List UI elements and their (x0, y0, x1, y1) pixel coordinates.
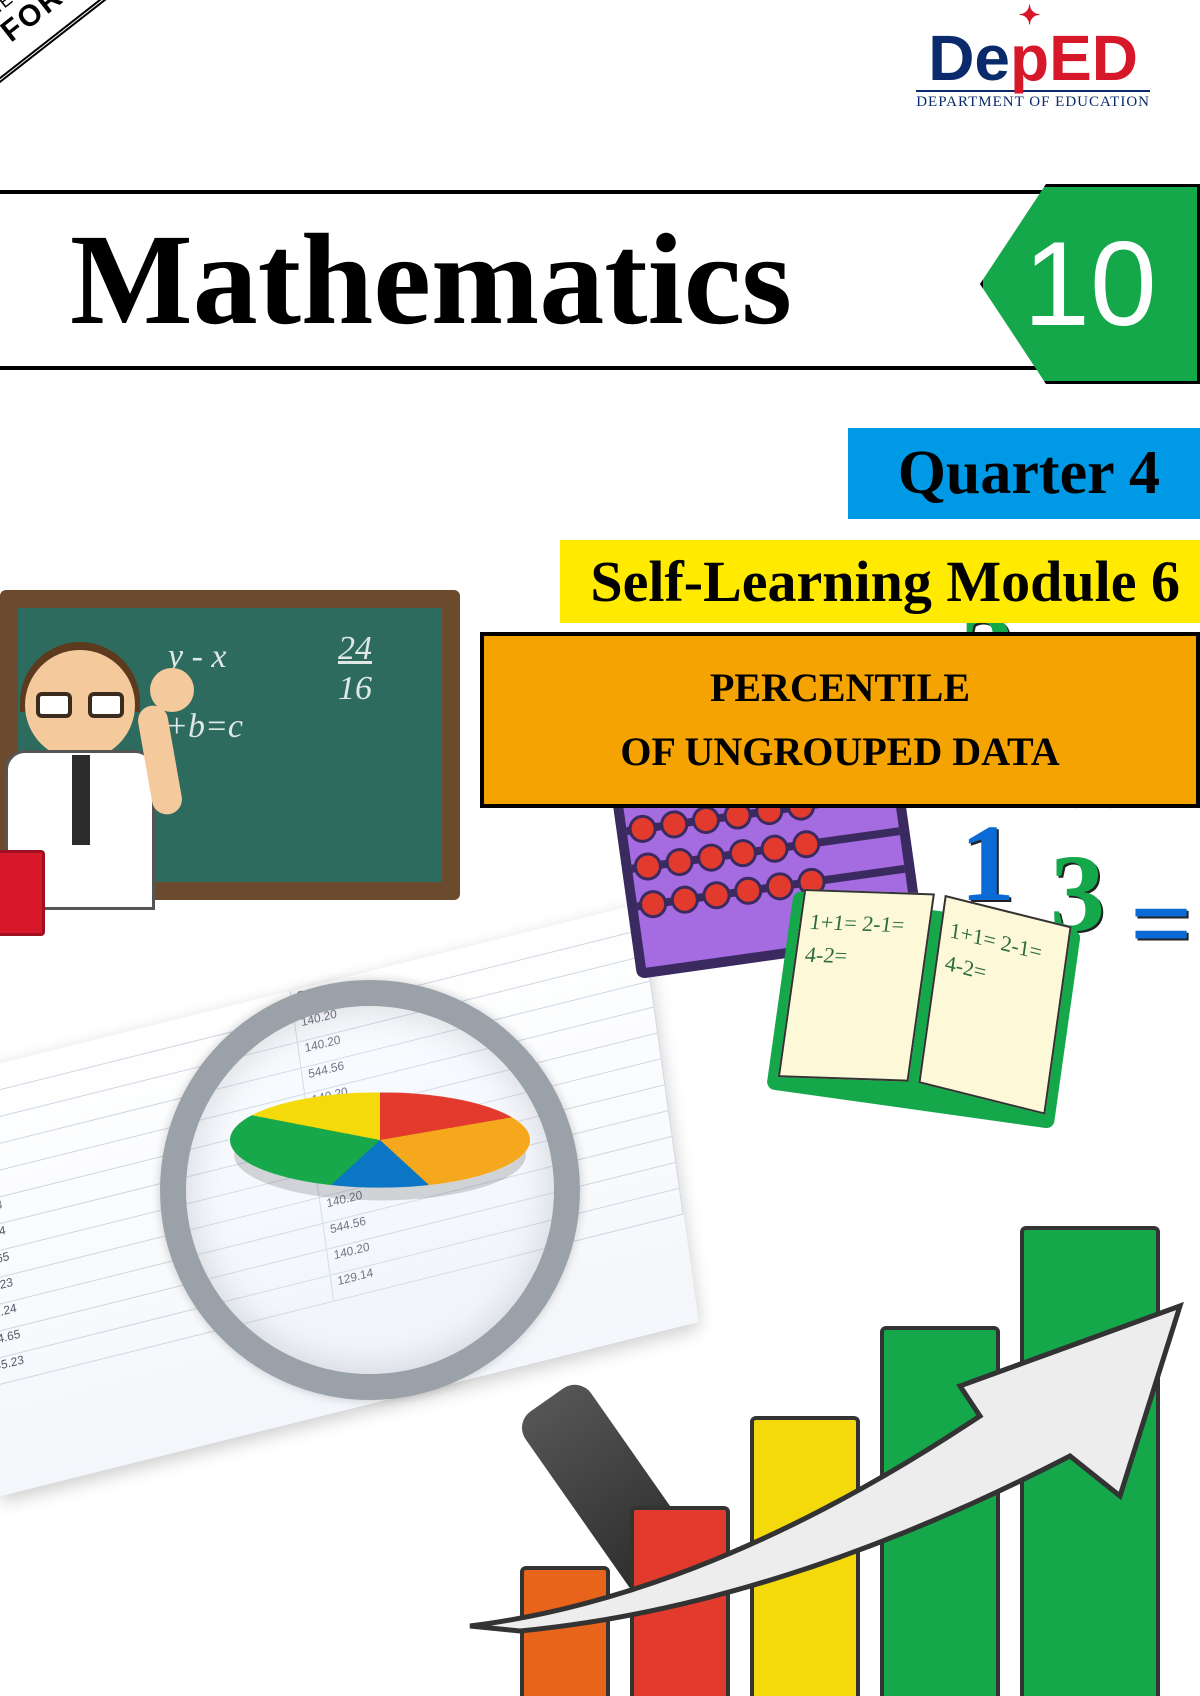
topic-label: PERCENTILE OF UNGROUPED DATA (480, 632, 1200, 808)
teacher-icon (0, 650, 200, 1010)
chalk-frac-top: 24 (338, 630, 372, 668)
book-page-right: 1+1= 2-1= 4-2= (918, 895, 1071, 1115)
red-book-icon (0, 850, 45, 936)
logo-p: ✦p (1010, 30, 1049, 88)
book-page-left: 1+1= 2-1= 4-2= (778, 889, 935, 1082)
equals-icon: = (1130, 860, 1193, 987)
growth-arrow-icon (460, 1296, 1200, 1636)
module-label: Self-Learning Module 6 (560, 540, 1200, 623)
topic-line2: OF UNGROUPED DATA (494, 720, 1186, 784)
ribbon-line2: NOT FOR SALE (0, 0, 240, 170)
logo-ed: ED (1049, 22, 1138, 94)
chalk-frac-bot: 16 (338, 670, 372, 708)
logo-de: De (928, 22, 1010, 94)
deped-logo: De✦pED DEPARTMENT OF EDUCATION (916, 30, 1150, 111)
quarter-label: Quarter 4 (848, 428, 1200, 519)
topic-line1: PERCENTILE (494, 656, 1186, 720)
torch-icon: ✦ (1019, 4, 1041, 27)
subject-title-band: Mathematics 10 (0, 190, 1200, 370)
open-book-icon: 1+1= 2-1= 4-2= 1+1= 2-1= 4-2= (766, 871, 1084, 1129)
